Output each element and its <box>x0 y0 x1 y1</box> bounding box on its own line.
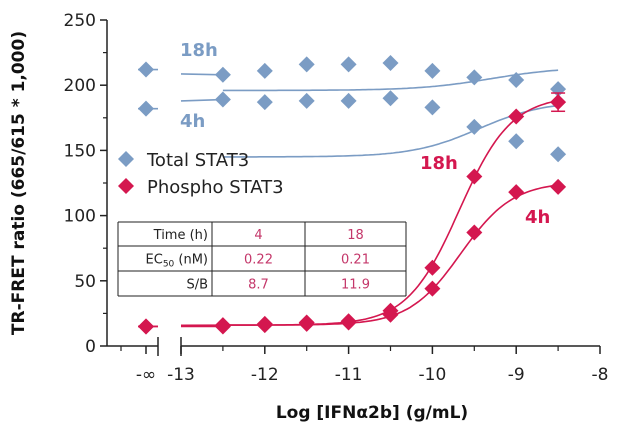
ec50-table: Time (h) 4 18 EC50 (nM) 0.22 0.21 S/B 8.7 11.9 <box>117 221 407 297</box>
data-point <box>508 71 525 88</box>
data-point <box>214 91 231 108</box>
data-point <box>550 178 567 195</box>
x-tick-label: -8 <box>592 365 609 385</box>
data-point <box>508 108 525 125</box>
data-point <box>382 306 399 323</box>
data-point <box>340 314 357 331</box>
table-label-main: EC <box>146 253 163 268</box>
data-point <box>508 133 525 150</box>
table-cell: 0.21 <box>341 253 370 268</box>
y-tick-label: 50 <box>74 272 96 292</box>
blank-point <box>138 61 154 78</box>
table-cell: 8.7 <box>248 278 269 293</box>
fit-curve <box>222 104 559 158</box>
data-points <box>138 55 567 335</box>
blank-point <box>138 318 154 335</box>
data-point <box>424 280 441 297</box>
data-point <box>466 224 483 241</box>
legend-label-phospho: Phospho STAT3 <box>147 177 284 198</box>
legend-label-total: Total STAT3 <box>146 150 249 171</box>
data-point <box>550 146 567 163</box>
axes: 0 50 100 150 200 250 -∞ -13 -12 -11 -10 -9 -8 Log [IF… <box>9 11 608 423</box>
data-point <box>508 184 525 201</box>
data-point <box>298 56 315 73</box>
series-label-total-18h: 18h <box>180 40 218 61</box>
data-point <box>340 92 357 109</box>
y-tick-label: 250 <box>64 11 96 31</box>
x-tick-label: -∞ <box>136 365 156 385</box>
x-tick-label: -13 <box>167 365 195 385</box>
series-label-phospho-4h: 4h <box>525 207 550 228</box>
data-point <box>382 55 399 72</box>
data-point <box>340 56 357 73</box>
data-point <box>466 168 483 185</box>
y-axis-title: TR-FRET ratio (665/615 * 1,000) <box>9 31 29 335</box>
table-label-sub: 50 <box>163 260 175 270</box>
y-tick-label: 150 <box>64 141 96 161</box>
series-label-phospho-18h: 18h <box>420 153 458 174</box>
table-row-label: Time (h) <box>153 228 208 243</box>
fit-curve <box>222 99 559 326</box>
series-label-total-4h: 4h <box>180 111 205 132</box>
data-point <box>256 317 273 334</box>
x-tick-label: -11 <box>335 365 363 385</box>
x-axis-title: Log [IFNα2b] (g/mL) <box>276 403 468 423</box>
table-cell: 4 <box>254 228 262 243</box>
table-row-label: EC50 (nM) <box>146 253 208 270</box>
data-point <box>424 62 441 79</box>
table-row-label: S/B <box>186 278 208 293</box>
table-cell: 0.22 <box>244 253 273 268</box>
blank-point <box>138 100 154 117</box>
legend: Total STAT3 Phospho STAT3 <box>118 150 284 198</box>
y-tick-label: 0 <box>85 337 96 357</box>
data-point <box>214 318 231 335</box>
data-point <box>466 118 483 135</box>
y-tick-label: 100 <box>64 207 96 227</box>
data-point <box>466 69 483 86</box>
data-point <box>214 66 231 83</box>
data-point <box>298 315 315 332</box>
table-cell: 18 <box>347 228 364 243</box>
legend-marker-phospho <box>118 178 134 194</box>
y-tick-label: 200 <box>64 76 96 96</box>
x-tick-label: -10 <box>419 365 447 385</box>
data-point <box>256 94 273 111</box>
data-point <box>424 99 441 116</box>
data-point <box>298 92 315 109</box>
data-point <box>256 62 273 79</box>
data-point <box>382 90 399 107</box>
x-tick-label: -12 <box>251 365 279 385</box>
series-labels: 18h 4h 18h 4h <box>180 40 550 228</box>
fit-curve <box>222 69 559 92</box>
legend-marker-total <box>118 151 134 167</box>
table-label-tail: (nM) <box>174 253 208 268</box>
table-cell: 11.9 <box>341 278 370 293</box>
data-point <box>424 259 441 276</box>
x-tick-label: -9 <box>508 365 525 385</box>
